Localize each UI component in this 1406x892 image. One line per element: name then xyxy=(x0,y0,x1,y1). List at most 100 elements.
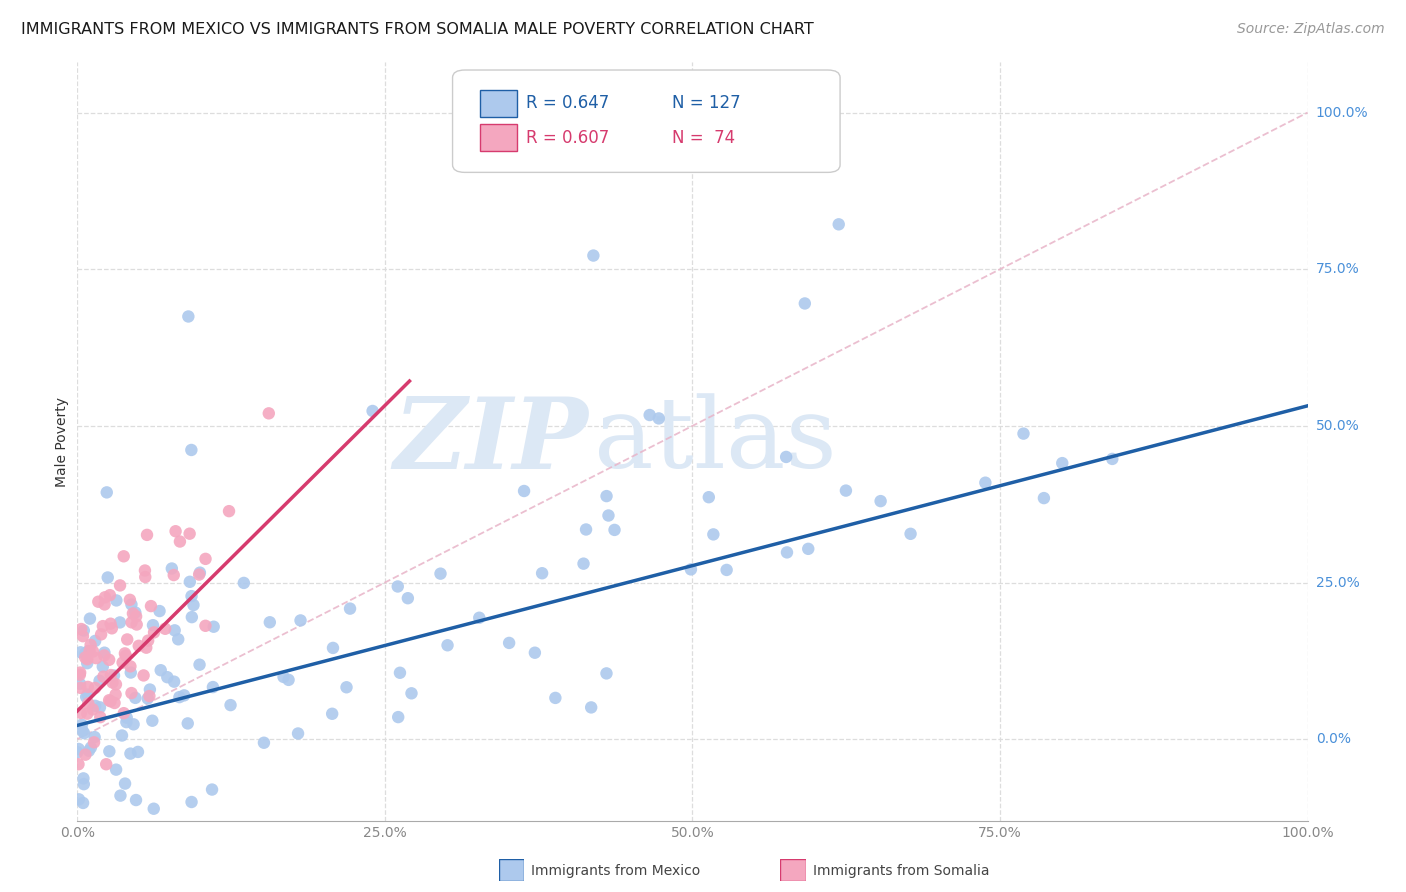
Point xyxy=(83,730,105,744)
Point xyxy=(387,579,409,593)
Point xyxy=(436,638,458,652)
Point xyxy=(103,696,125,710)
Point xyxy=(595,489,617,503)
Point xyxy=(125,617,148,632)
Point xyxy=(173,689,195,703)
Y-axis label: Male Poverty: Male Poverty xyxy=(55,397,69,486)
Point xyxy=(290,614,312,628)
Point xyxy=(120,659,142,673)
Point xyxy=(97,570,120,584)
Point xyxy=(180,589,202,603)
Point xyxy=(153,622,176,636)
Point xyxy=(142,802,165,816)
Point xyxy=(115,632,138,647)
Point xyxy=(160,561,183,575)
Point xyxy=(96,485,118,500)
Text: ZIP: ZIP xyxy=(392,393,588,490)
Point xyxy=(70,718,93,732)
Point xyxy=(163,568,186,582)
Point xyxy=(702,527,724,541)
Point xyxy=(149,663,172,677)
Point xyxy=(73,726,96,740)
Point xyxy=(118,592,141,607)
Point xyxy=(835,483,858,498)
Point xyxy=(111,656,134,670)
Point xyxy=(112,706,135,721)
Point xyxy=(179,526,201,541)
Point xyxy=(142,618,165,632)
Point xyxy=(136,528,159,542)
Text: 0.0%: 0.0% xyxy=(1316,732,1351,747)
Point xyxy=(87,595,110,609)
Point xyxy=(177,716,200,731)
Point xyxy=(73,777,96,791)
Point xyxy=(139,682,162,697)
Point xyxy=(125,793,148,807)
Point xyxy=(194,619,217,633)
Point xyxy=(120,665,142,680)
FancyBboxPatch shape xyxy=(479,90,516,117)
Point xyxy=(595,666,617,681)
Point xyxy=(69,681,91,695)
Text: 100.0%: 100.0% xyxy=(1316,105,1368,120)
Point xyxy=(114,648,136,663)
Point xyxy=(98,744,121,758)
Point xyxy=(105,593,128,607)
Point xyxy=(141,714,163,728)
Point xyxy=(1101,451,1123,466)
Point xyxy=(143,625,166,640)
Point xyxy=(396,591,419,606)
Point xyxy=(531,566,554,581)
Text: IMMIGRANTS FROM MEXICO VS IMMIGRANTS FROM SOMALIA MALE POVERTY CORRELATION CHART: IMMIGRANTS FROM MEXICO VS IMMIGRANTS FRO… xyxy=(21,22,814,37)
Point xyxy=(776,545,799,559)
Text: 25.0%: 25.0% xyxy=(1316,575,1360,590)
Point xyxy=(79,612,101,626)
Point xyxy=(122,607,145,621)
Point xyxy=(93,670,115,684)
Point xyxy=(194,552,217,566)
Point xyxy=(70,706,93,720)
Point xyxy=(793,296,815,310)
Point xyxy=(70,622,93,636)
Point xyxy=(93,598,115,612)
Point xyxy=(108,615,131,630)
Point xyxy=(253,736,276,750)
Point xyxy=(120,747,142,761)
Text: R = 0.647: R = 0.647 xyxy=(526,94,610,112)
Point xyxy=(89,700,111,714)
Point xyxy=(1032,491,1054,505)
Point xyxy=(163,624,186,638)
Point xyxy=(429,566,451,581)
Point xyxy=(900,526,922,541)
Point xyxy=(76,656,98,670)
Point xyxy=(869,494,891,508)
Point xyxy=(127,745,149,759)
Point xyxy=(66,745,89,759)
Point xyxy=(122,717,145,731)
Point xyxy=(183,598,205,612)
Point xyxy=(148,604,170,618)
Point xyxy=(697,490,720,504)
Point xyxy=(135,640,157,655)
Point xyxy=(388,665,411,680)
Point xyxy=(101,621,124,635)
Point xyxy=(401,686,423,700)
Point xyxy=(77,696,100,710)
Point xyxy=(73,624,96,638)
Point xyxy=(72,772,94,786)
Point xyxy=(598,508,620,523)
Point xyxy=(84,651,107,665)
Point xyxy=(69,645,91,659)
Point xyxy=(83,735,105,749)
Point xyxy=(277,673,299,687)
Point xyxy=(76,652,98,666)
Point xyxy=(121,615,143,630)
Point xyxy=(103,668,125,682)
Point xyxy=(82,644,104,658)
Point xyxy=(104,688,127,702)
Point xyxy=(167,632,190,647)
Text: N =  74: N = 74 xyxy=(672,128,735,146)
Point xyxy=(125,609,148,624)
Point xyxy=(1012,426,1035,441)
Point xyxy=(139,599,162,613)
